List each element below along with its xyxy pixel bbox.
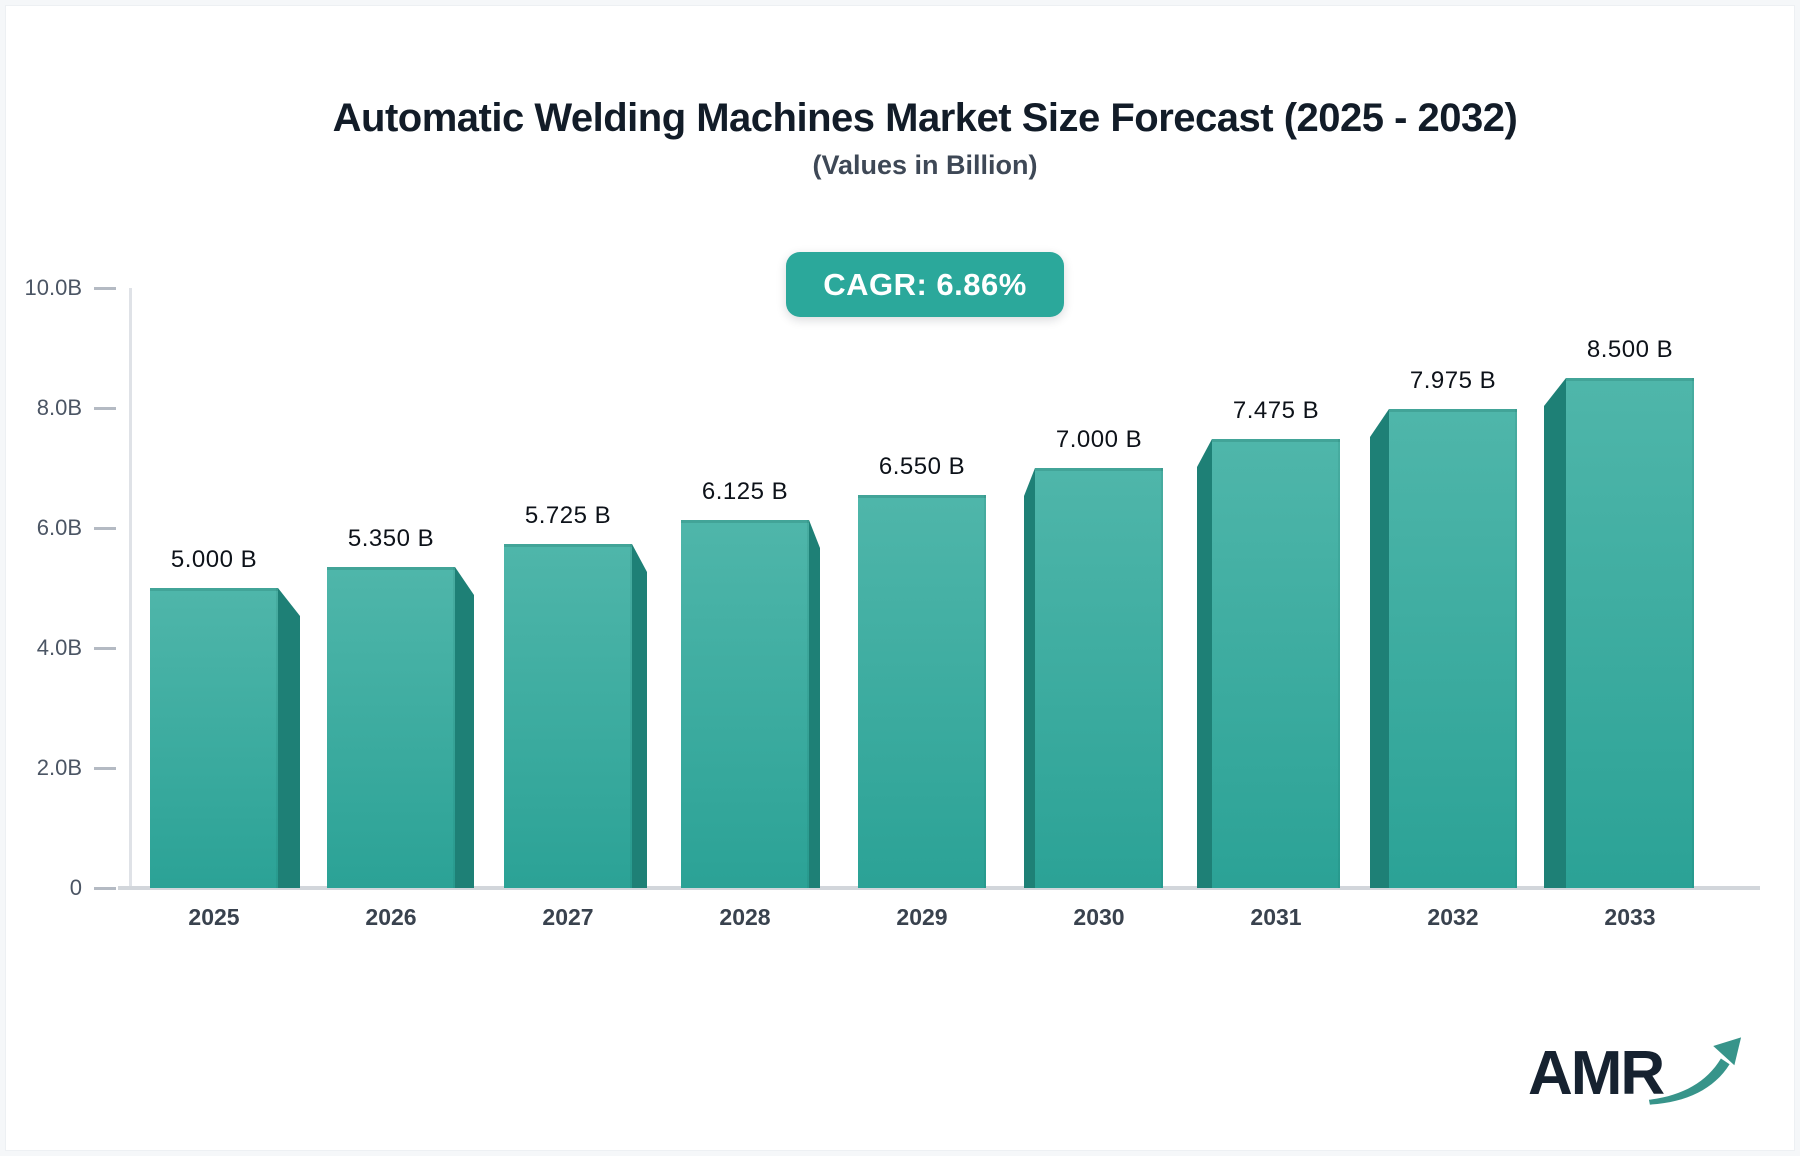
y-tick-dash (94, 287, 116, 290)
bar-side-face-2031 (1197, 439, 1212, 888)
bar-2028[interactable] (681, 520, 809, 888)
x-axis-label-2027: 2027 (542, 904, 594, 930)
bar-value-label-2029: 6.550 B (878, 453, 966, 480)
bar-2027[interactable] (504, 544, 632, 888)
y-axis-tick-label: 8.0B (36, 395, 82, 420)
bar-side-face-2032 (1370, 409, 1389, 888)
x-axis-label-2032: 2032 (1427, 904, 1479, 930)
bar-2026[interactable] (327, 567, 455, 888)
y-tick-dash (94, 647, 116, 650)
bar-value-label-2030: 7.000 B (1055, 426, 1143, 453)
x-axis-label-2033: 2033 (1604, 904, 1656, 930)
bar-side-face-2033 (1544, 378, 1566, 888)
y-axis-line (129, 288, 132, 888)
chart-subtitle: (Values in Billion) (812, 150, 1038, 180)
y-axis-tick-label: 10.0B (24, 275, 83, 300)
chart-title: Automatic Welding Machines Market Size F… (332, 96, 1518, 140)
bar-value-label-2032: 7.975 B (1409, 367, 1497, 394)
x-axis-label-2025: 2025 (188, 904, 240, 930)
amr-logo-text: AMR (1528, 1039, 1665, 1108)
y-tick-dash (94, 407, 116, 410)
bar-value-label-2031: 7.475 B (1232, 397, 1320, 424)
y-tick-dash (94, 527, 116, 530)
x-axis-label-2026: 2026 (365, 904, 417, 930)
bar-2032[interactable] (1389, 409, 1517, 888)
bar-value-label-2027: 5.725 B (524, 502, 612, 529)
y-tick-dash (94, 767, 116, 770)
x-axis-label-2029: 2029 (896, 904, 948, 930)
x-axis-line (118, 886, 1760, 890)
bar-side-face-2025 (278, 588, 300, 888)
bar-side-face-2028 (809, 520, 820, 888)
x-axis-label-2031: 2031 (1250, 904, 1302, 930)
x-axis-label-2028: 2028 (719, 904, 771, 930)
bar-value-label-2025: 5.000 B (170, 546, 258, 573)
bar-value-label-2026: 5.350 B (347, 525, 435, 552)
y-axis-tick-label: 6.0B (36, 515, 82, 540)
y-axis-tick-label: 4.0B (36, 635, 82, 660)
bar-side-face-2030 (1024, 468, 1035, 888)
y-axis-tick-label: 0 (69, 875, 82, 900)
y-axis-tick-label: 2.0B (36, 755, 82, 780)
growth-arrow-icon (1649, 1037, 1742, 1105)
bar-2029[interactable] (858, 495, 986, 888)
amr-logo: AMR (1528, 1030, 1743, 1106)
bar-side-face-2027 (632, 544, 647, 888)
bar-side-face-2026 (455, 567, 474, 888)
bar-2033[interactable] (1566, 378, 1694, 888)
bar-2031[interactable] (1212, 439, 1340, 888)
cagr-badge: CAGR: 6.86% (786, 252, 1064, 317)
x-axis-label-2030: 2030 (1073, 904, 1125, 930)
bar-value-label-2033: 8.500 B (1586, 336, 1674, 363)
bar-2030[interactable] (1035, 468, 1163, 888)
bar-value-label-2028: 6.125 B (701, 478, 789, 505)
bar-2025[interactable] (150, 588, 278, 888)
y-tick-dash (94, 887, 116, 890)
